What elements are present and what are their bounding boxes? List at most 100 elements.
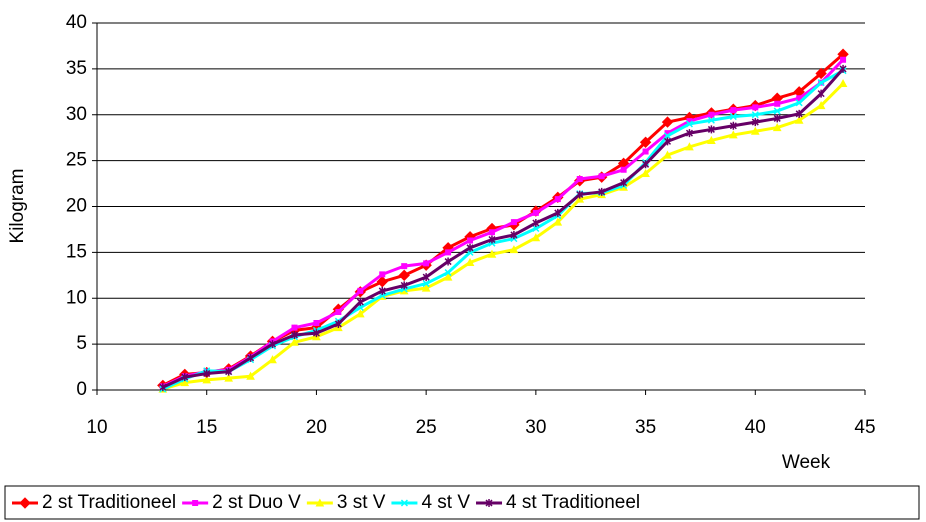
data-point [202, 375, 212, 384]
y-tick-label: 20 [66, 196, 87, 217]
data-point [335, 309, 342, 316]
data-point [376, 276, 388, 288]
data-point [180, 378, 190, 387]
data-point [400, 281, 408, 290]
data-point [707, 125, 715, 134]
data-point [772, 123, 782, 132]
series-line [162, 82, 845, 391]
data-point [663, 150, 672, 159]
data-point [487, 249, 497, 258]
data-point [531, 233, 541, 242]
x-axis-label: Week [782, 452, 831, 473]
data-point [421, 283, 431, 292]
data-point [466, 243, 474, 252]
legend-marker [192, 500, 199, 506]
legend-marker [485, 499, 493, 507]
data-point [269, 340, 277, 349]
data-point [707, 116, 715, 124]
legend-box [4, 485, 920, 520]
x-tick-label: 10 [86, 417, 107, 438]
y-tick-label: 35 [66, 58, 87, 79]
series-line [162, 69, 844, 391]
data-point [774, 100, 781, 107]
data-point [685, 129, 693, 138]
x-tick-label: 35 [635, 417, 656, 438]
data-point [422, 280, 430, 288]
x-tick-label: 30 [525, 417, 546, 438]
data-point [707, 135, 716, 144]
y-tick-label: 30 [66, 104, 87, 125]
data-point [708, 111, 715, 118]
data-point [378, 286, 386, 295]
data-point [203, 369, 211, 378]
y-tick-label: 5 [76, 333, 87, 354]
data-point [467, 237, 474, 244]
data-point [554, 208, 562, 217]
data-point [398, 269, 410, 282]
data-point [247, 353, 255, 362]
y-tick-label: 0 [76, 379, 87, 400]
y-tick-label: 10 [66, 287, 87, 308]
data-point [444, 257, 452, 266]
data-point [751, 118, 759, 127]
data-point [510, 219, 517, 226]
data-point [159, 383, 167, 392]
data-point [575, 194, 585, 203]
x-tick-label: 25 [416, 417, 437, 438]
data-point [598, 187, 606, 196]
legend-label: 4 st Traditioneel [506, 492, 640, 513]
data-point [554, 196, 561, 203]
data-point [576, 190, 584, 199]
data-point [817, 89, 825, 98]
data-point [840, 56, 847, 63]
data-point [224, 373, 233, 382]
data-point [795, 109, 803, 118]
data-point [488, 229, 495, 236]
data-point [268, 355, 277, 364]
x-tick-label: 20 [306, 417, 327, 438]
data-point [313, 320, 320, 327]
data-point [246, 371, 255, 380]
data-point [553, 217, 563, 226]
data-point [334, 319, 342, 328]
data-point [642, 160, 650, 169]
data-point [422, 273, 430, 282]
y-tick-label: 40 [66, 12, 87, 33]
data-point [729, 113, 737, 121]
y-axis-label: Kilogram [7, 169, 28, 244]
data-point [620, 178, 628, 187]
data-point [291, 324, 298, 331]
legend-label: 2 st Traditioneel [42, 492, 176, 513]
data-point [795, 99, 803, 107]
data-point [598, 173, 605, 180]
data-point [290, 330, 299, 339]
data-point [509, 245, 519, 254]
data-point [642, 148, 649, 155]
data-point [685, 142, 694, 151]
data-point [815, 67, 827, 80]
data-point [752, 104, 759, 111]
data-point [816, 101, 826, 110]
data-point [465, 257, 475, 266]
legend-marker [19, 497, 31, 509]
x-tick-label: 15 [196, 417, 217, 438]
data-point [838, 79, 848, 88]
data-point [401, 263, 408, 270]
x-tick-label: 40 [745, 417, 766, 438]
legend-label: 4 st V [421, 492, 470, 513]
data-point [225, 367, 233, 376]
series-line [162, 58, 845, 388]
data-point [773, 114, 781, 123]
data-point [445, 249, 452, 256]
data-point [729, 121, 737, 130]
data-point [312, 329, 320, 338]
data-point [290, 337, 299, 346]
data-point [663, 137, 672, 146]
data-point [181, 373, 189, 382]
data-point [355, 309, 365, 318]
data-point [663, 132, 672, 140]
data-point [510, 230, 518, 239]
legend-marker [400, 499, 408, 507]
data-point [576, 175, 583, 182]
data-point [379, 271, 386, 278]
